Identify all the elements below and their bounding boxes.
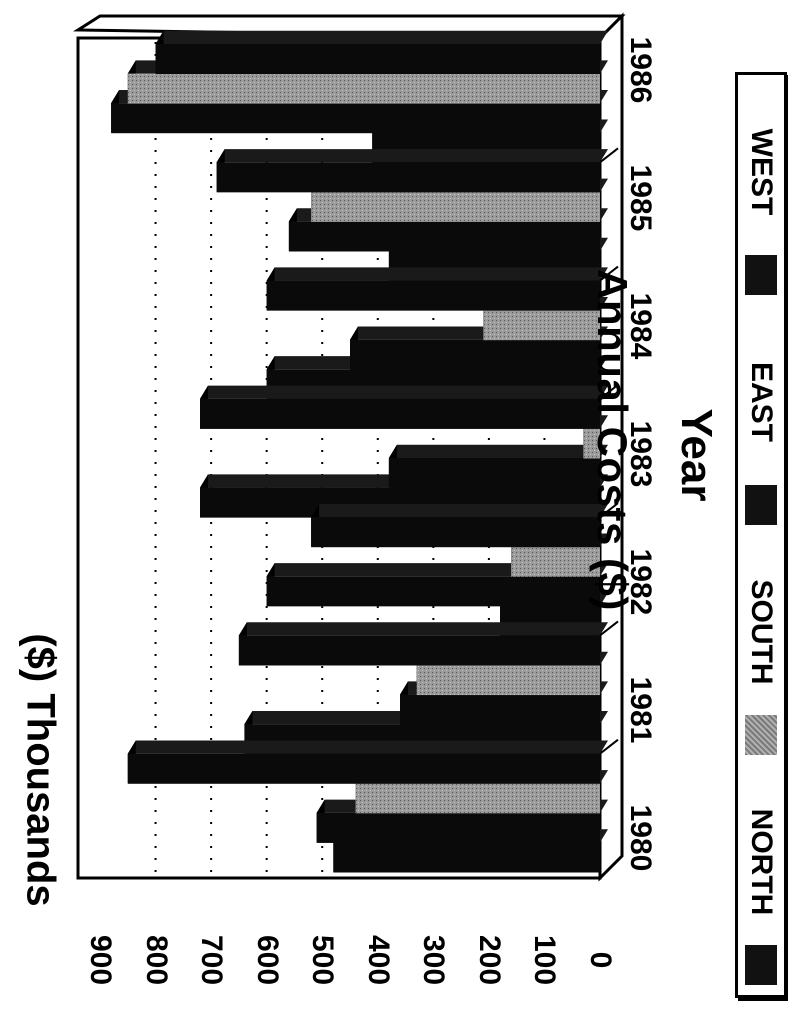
bar-north-1981-top	[216, 149, 608, 163]
legend-item-north: NORTH	[738, 765, 784, 995]
category-divider-1982	[599, 384, 619, 400]
legend-label-west: WEST	[745, 128, 778, 215]
legend-swatch-west	[745, 255, 777, 295]
category-divider-1981	[599, 265, 619, 282]
y-tick-500: 500	[306, 934, 340, 986]
y-tick-400: 400	[361, 934, 395, 986]
bar-south-1985	[416, 665, 600, 696]
bar-east-1983	[388, 458, 600, 489]
legend-swatch-south	[745, 715, 777, 755]
legend-item-east: EAST	[738, 305, 784, 535]
bar-east-1983-top	[388, 444, 608, 458]
legend-swatch-east	[745, 485, 777, 525]
bar-south-1984	[511, 546, 600, 577]
bar-north-1982-top	[266, 267, 608, 281]
bar-north-1981	[216, 162, 600, 193]
bar-south-1986	[355, 783, 600, 814]
bar-north-1985-top	[238, 622, 608, 636]
x-tick-1985: 1985	[624, 164, 657, 232]
bar-north-1982	[266, 280, 600, 311]
y-tick-700: 700	[195, 934, 229, 986]
category-divider-1984	[599, 620, 619, 637]
bar-north-1986-top	[127, 740, 609, 754]
y-tick-100: 100	[528, 934, 562, 986]
bar-north-1980-top	[155, 30, 609, 44]
category-divider-1980	[599, 147, 619, 164]
bar-south-1982	[483, 310, 600, 341]
bar-north-1984-top	[311, 503, 608, 518]
legend-label-north: NORTH	[745, 808, 778, 915]
bar-east-1985	[400, 694, 600, 725]
bar-north-1984	[311, 517, 600, 548]
legend-swatch-north	[745, 945, 777, 985]
bar-east-1980	[111, 103, 600, 134]
x-tick-1980: 1980	[624, 804, 657, 872]
bar-east-1982	[350, 339, 600, 370]
y-tick-900: 900	[84, 934, 117, 986]
legend-item-south: SOUTH	[738, 535, 784, 765]
x-tick-1983: 1983	[624, 420, 657, 488]
bar-north-1986	[127, 753, 601, 784]
bar-east-1981	[288, 221, 600, 252]
bar-north-1985	[238, 635, 600, 666]
x-tick-1981: 1981	[624, 676, 657, 744]
y-tick-600: 600	[250, 934, 284, 986]
legend-label-south: SOUTH	[745, 579, 778, 685]
category-divider-1983	[599, 502, 619, 518]
legend-item-west: WEST	[738, 75, 784, 305]
bar-south-1981	[311, 191, 600, 222]
x-tick-1982: 1982	[624, 548, 657, 616]
x-axis-label: Year	[672, 408, 721, 502]
y-tick-300: 300	[417, 934, 451, 986]
bar-west-1986	[333, 842, 600, 873]
bar-north-1983-top	[200, 385, 608, 399]
y-tick-800: 800	[139, 934, 173, 986]
y-tick-0: 0	[584, 951, 617, 969]
x-tick-1986: 1986	[624, 36, 657, 104]
bar-east-1986	[316, 812, 600, 843]
bar-north-1980	[155, 44, 601, 75]
legend-box: WEST EAST SOUTH NORTH	[735, 72, 787, 998]
bar-east-1984	[266, 576, 600, 607]
y-axis-label: ($) Thousands	[18, 633, 63, 907]
category-divider-1985	[599, 738, 619, 755]
y-tick-200: 200	[472, 934, 506, 986]
legend-label-east: EAST	[745, 361, 778, 442]
bar-south-1980	[127, 73, 601, 104]
bar-south-1983	[583, 428, 600, 459]
bar-north-1983	[200, 398, 600, 429]
x-tick-1984: 1984	[624, 292, 657, 360]
